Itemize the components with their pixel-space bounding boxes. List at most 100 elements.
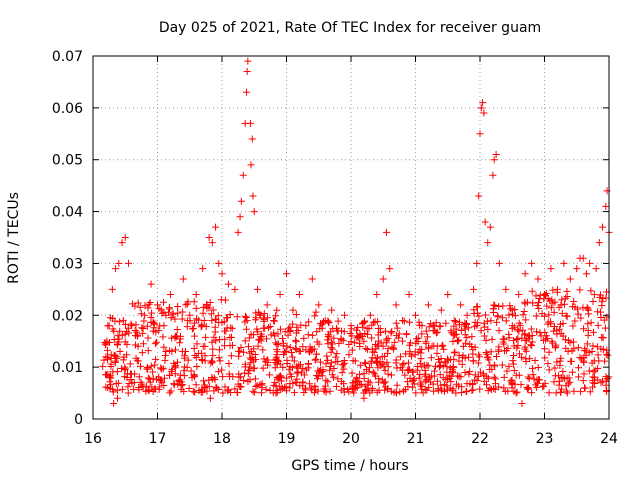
data-point-band bbox=[109, 315, 117, 323]
data-point-band bbox=[327, 359, 335, 367]
data-point-band bbox=[277, 325, 285, 333]
data-point-band bbox=[356, 361, 364, 369]
data-point-band bbox=[189, 324, 197, 332]
data-point-band bbox=[515, 327, 523, 335]
data-point-band bbox=[423, 333, 431, 341]
data-point bbox=[112, 265, 120, 273]
data-point-band bbox=[144, 334, 152, 342]
data-point bbox=[218, 270, 226, 278]
data-point-band bbox=[520, 308, 528, 316]
data-point-band bbox=[567, 357, 575, 365]
data-point-band bbox=[589, 297, 597, 305]
data-point-band bbox=[574, 310, 582, 318]
data-point-band bbox=[590, 368, 598, 376]
data-point-band bbox=[168, 334, 176, 342]
data-point bbox=[212, 223, 220, 231]
data-point-band bbox=[437, 361, 445, 369]
data-point-band bbox=[488, 335, 496, 343]
y-tick-label: 0 bbox=[74, 412, 83, 428]
data-point-band bbox=[241, 363, 249, 371]
data-point-band bbox=[138, 349, 146, 357]
data-point-band bbox=[594, 308, 602, 316]
data-point-band bbox=[352, 326, 360, 334]
data-point-band bbox=[473, 303, 481, 311]
data-point bbox=[602, 202, 610, 210]
data-point-band bbox=[126, 370, 134, 378]
data-point-band bbox=[418, 330, 426, 338]
data-point-band bbox=[425, 343, 433, 351]
data-point bbox=[121, 234, 129, 241]
data-point-band bbox=[152, 338, 160, 346]
data-point-band bbox=[461, 354, 469, 362]
data-point-band bbox=[591, 374, 599, 382]
data-point-band bbox=[170, 380, 178, 388]
data-point-band bbox=[533, 328, 541, 336]
data-point-band bbox=[563, 374, 571, 382]
data-point-band bbox=[302, 366, 310, 374]
data-point-band bbox=[599, 377, 607, 385]
data-point bbox=[239, 171, 247, 179]
x-tick-label: 22 bbox=[471, 431, 489, 447]
data-point-band bbox=[576, 286, 584, 294]
data-point-band bbox=[235, 352, 243, 360]
data-point-band bbox=[292, 344, 300, 352]
data-point-band bbox=[453, 337, 461, 345]
data-point-band bbox=[524, 373, 532, 381]
data-point-band bbox=[219, 373, 227, 381]
data-point-band bbox=[340, 380, 348, 388]
x-tick-label: 16 bbox=[84, 431, 102, 447]
data-point-band bbox=[551, 372, 559, 380]
data-point-band bbox=[134, 299, 142, 307]
data-point-band bbox=[130, 385, 138, 393]
data-point-band bbox=[584, 305, 592, 313]
data-point-band bbox=[490, 361, 498, 369]
data-point-band bbox=[300, 371, 308, 379]
data-point-band bbox=[234, 388, 242, 396]
data-point bbox=[234, 228, 242, 236]
data-point-band bbox=[495, 302, 503, 310]
data-point-band bbox=[178, 347, 186, 355]
data-point bbox=[302, 322, 310, 330]
data-point-band bbox=[473, 377, 481, 385]
data-point-band bbox=[173, 358, 181, 366]
data-point-band bbox=[585, 367, 593, 375]
x-tick-labels: 16 17 18 19 20 21 22 23 24 bbox=[84, 431, 618, 447]
data-point-band bbox=[433, 349, 441, 357]
data-point-band bbox=[201, 352, 209, 360]
data-point-band bbox=[130, 379, 138, 387]
data-point-band bbox=[509, 357, 517, 365]
data-point-band bbox=[551, 364, 559, 372]
data-point-band bbox=[397, 353, 405, 361]
data-point-band bbox=[247, 347, 255, 355]
data-point bbox=[382, 228, 390, 236]
data-point-band bbox=[599, 346, 607, 354]
data-point-band bbox=[455, 318, 463, 326]
data-point bbox=[192, 291, 200, 299]
data-point-band bbox=[547, 304, 555, 312]
data-point-band bbox=[282, 347, 290, 355]
data-point-band bbox=[530, 375, 538, 383]
data-point-band bbox=[384, 334, 392, 342]
data-point-band bbox=[407, 352, 415, 360]
data-point-band bbox=[356, 339, 364, 347]
data-point bbox=[249, 192, 257, 200]
data-point-band bbox=[118, 364, 126, 372]
data-point-band bbox=[131, 302, 139, 310]
data-point-band bbox=[292, 338, 300, 346]
data-point-band bbox=[461, 368, 469, 376]
data-point-band bbox=[482, 349, 490, 357]
data-point-band bbox=[305, 318, 313, 326]
data-point-band bbox=[422, 339, 430, 347]
data-point-band bbox=[414, 348, 422, 356]
data-point bbox=[166, 291, 174, 299]
y-tick-label: 0.03 bbox=[52, 256, 83, 272]
data-point-band bbox=[302, 386, 310, 394]
data-point-band bbox=[210, 374, 218, 382]
data-point-band bbox=[219, 389, 227, 397]
y-tick-label: 0.05 bbox=[52, 153, 83, 169]
data-point-band bbox=[562, 312, 570, 320]
data-point-band bbox=[507, 305, 515, 313]
data-point-band bbox=[149, 387, 157, 395]
data-point-band bbox=[513, 388, 521, 396]
data-point-band bbox=[526, 332, 534, 340]
